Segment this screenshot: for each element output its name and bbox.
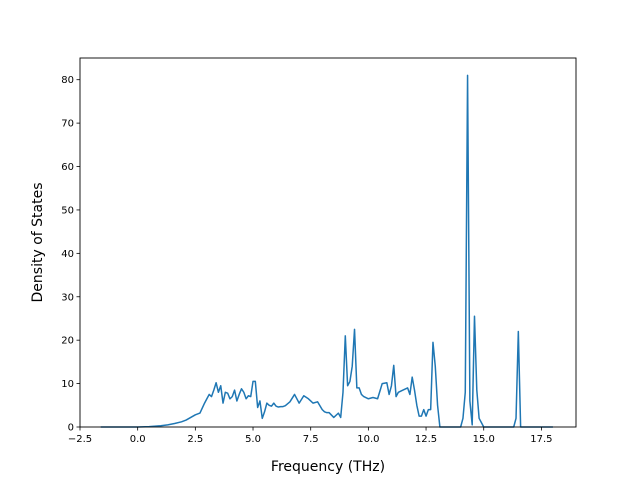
x-tick-label: 17.5 <box>530 434 552 445</box>
x-tick-label: 12.5 <box>415 434 437 445</box>
x-tick-label: 5.0 <box>245 434 261 445</box>
y-axis: 0 10 20 30 40 50 60 70 80 <box>61 75 80 434</box>
plot-frame <box>79 57 577 428</box>
x-tick-label: 10.0 <box>357 434 379 445</box>
y-axis-label: Density of States <box>30 183 46 303</box>
y-tick-label: 30 <box>61 292 74 303</box>
plot-area <box>100 74 553 428</box>
y-tick-label: 80 <box>61 75 74 86</box>
y-tick-label: 70 <box>61 119 74 130</box>
y-tick-label: 0 <box>68 423 74 434</box>
y-tick-label: 60 <box>61 162 74 173</box>
x-tick-label: 0.0 <box>130 434 146 445</box>
y-tick-label: 40 <box>61 249 74 260</box>
y-tick-label: 20 <box>61 336 74 347</box>
x-axis: −2.5 0.0 2.5 5.0 7.5 10.0 12.5 15.0 17.5 <box>68 427 553 445</box>
x-tick-label: 7.5 <box>303 434 319 445</box>
y-tick-label: 10 <box>61 379 74 390</box>
x-axis-label: Frequency (THz) <box>271 459 385 475</box>
x-tick-label: 2.5 <box>187 434 203 445</box>
x-tick-label: 15.0 <box>473 434 495 445</box>
y-tick-label: 50 <box>61 205 74 216</box>
x-tick-label: −2.5 <box>68 434 92 445</box>
dos-series-line <box>100 74 553 428</box>
